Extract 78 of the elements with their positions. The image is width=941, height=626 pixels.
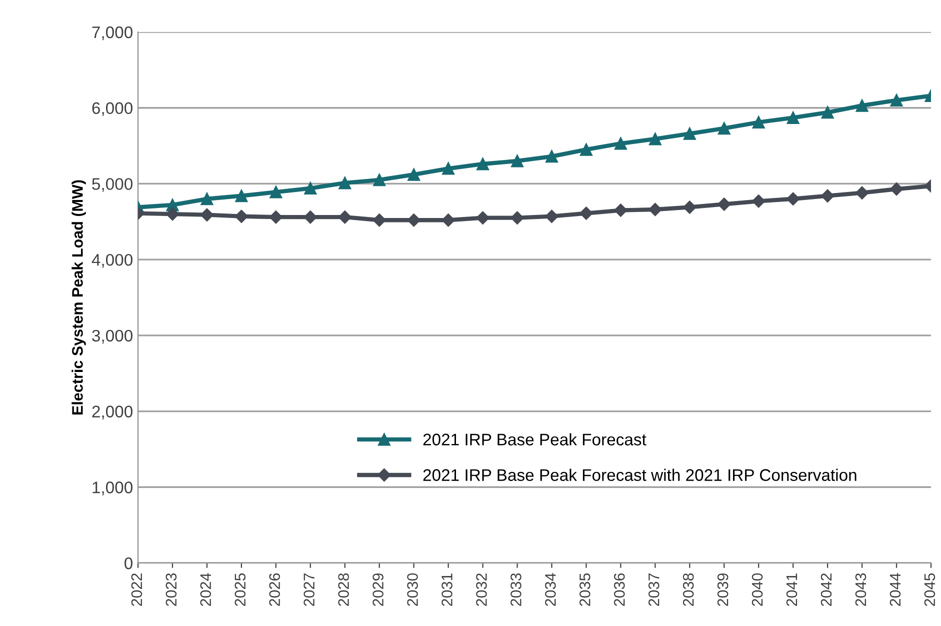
point <box>855 186 869 200</box>
point <box>580 206 593 220</box>
x-tick-label: 2036 <box>614 573 625 606</box>
x-tick-label: 2038 <box>682 573 694 606</box>
point <box>442 214 455 227</box>
x-tick-label: 2023 <box>166 573 177 606</box>
point <box>234 210 248 223</box>
point <box>304 210 317 224</box>
point <box>407 214 420 227</box>
point <box>580 143 592 156</box>
x-tick-label: 2026 <box>269 573 280 606</box>
point <box>786 111 800 124</box>
point <box>269 210 282 224</box>
point <box>718 122 730 135</box>
x-tick-label: 2035 <box>580 573 590 606</box>
point <box>821 106 834 119</box>
legend-label: 2021 IRP Base Peak Forecast with 2021 IRP Conservation <box>423 468 856 481</box>
x-tick-label: 2043 <box>855 573 866 606</box>
legend-label: 2021 IRP Base Peak Forecast <box>423 433 646 446</box>
point <box>752 194 766 208</box>
point <box>614 137 627 150</box>
x-tick-label: 2030 <box>407 573 418 606</box>
point <box>408 168 420 181</box>
point <box>545 150 558 163</box>
x-tick-label: 2037 <box>648 573 660 606</box>
x-tick-label: 2040 <box>752 573 763 606</box>
point <box>545 210 558 223</box>
x-tick-label: 2024 <box>200 573 212 606</box>
point <box>890 94 903 107</box>
point <box>786 192 800 206</box>
point <box>683 200 696 214</box>
point <box>890 182 904 196</box>
x-tick-label: 2022 <box>131 573 142 606</box>
point <box>683 127 696 140</box>
point <box>614 204 628 217</box>
y-tick-label: 5,000 <box>92 178 132 192</box>
point <box>718 198 731 211</box>
point <box>270 186 282 198</box>
point <box>752 116 765 129</box>
y-tick-label: 4,000 <box>92 254 132 268</box>
point <box>856 99 868 112</box>
y-tick-label: 2,000 <box>92 406 132 420</box>
point <box>235 190 248 202</box>
point <box>200 192 214 206</box>
x-tick-label: 2042 <box>820 573 832 606</box>
y-tick-label: 7,000 <box>92 26 132 40</box>
point <box>476 211 490 224</box>
y-tick-label: 3,000 <box>92 330 132 344</box>
point <box>476 158 490 170</box>
point <box>372 214 386 227</box>
point <box>166 207 180 221</box>
y-axis-title: Electric System Peak Load (MW) <box>72 180 86 414</box>
y-tick-label: 0 <box>124 557 132 570</box>
x-tick-label: 2045 <box>924 573 936 606</box>
point <box>648 132 662 146</box>
x-tick-label: 2029 <box>372 573 384 606</box>
point <box>338 176 352 190</box>
x-tick-label: 2025 <box>234 573 246 606</box>
x-tick-label: 2031 <box>442 573 452 606</box>
point <box>442 162 455 175</box>
point <box>510 211 524 224</box>
x-tick-label: 2027 <box>304 573 314 606</box>
x-tick-label: 2034 <box>545 573 556 606</box>
point <box>820 189 834 202</box>
x-tick-label: 2032 <box>476 573 487 606</box>
point <box>373 174 386 186</box>
x-tick-label: 2041 <box>786 573 798 606</box>
point <box>338 210 352 224</box>
point <box>200 208 214 222</box>
x-tick-label: 2044 <box>890 573 901 606</box>
point <box>648 202 662 216</box>
y-tick-label: 1,000 <box>92 482 132 496</box>
x-tick-label: 2033 <box>510 573 522 606</box>
x-tick-label: 2028 <box>338 573 349 606</box>
point <box>304 182 317 195</box>
x-tick-label: 2039 <box>717 573 728 606</box>
point <box>511 154 524 168</box>
y-tick-label: 6,000 <box>92 102 132 116</box>
